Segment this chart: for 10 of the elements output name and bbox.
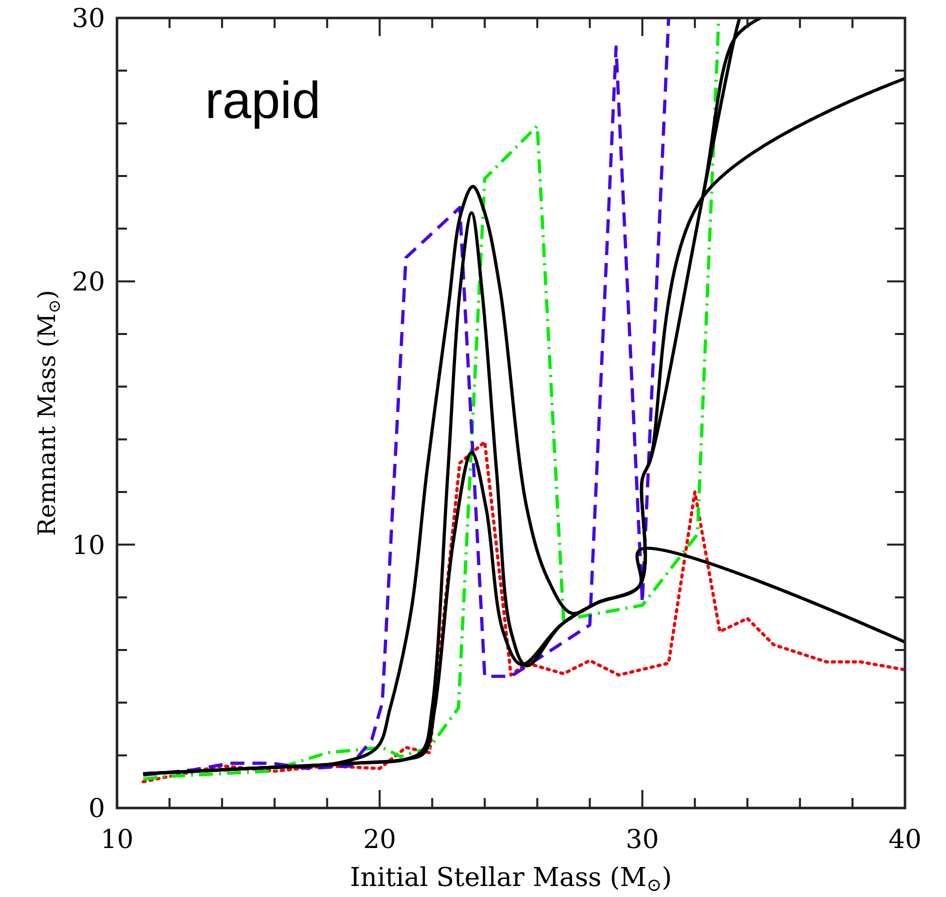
x-tick-label: 40 xyxy=(888,825,922,855)
y-tick-label: 30 xyxy=(72,4,105,34)
x-tick-label: 10 xyxy=(100,825,134,855)
x-tick-label: 30 xyxy=(626,825,659,855)
y-tick-label: 20 xyxy=(72,267,105,298)
x-axis-title: Initial Stellar Mass (M$_{⊙}$) xyxy=(350,863,672,896)
annotation: rapid xyxy=(205,72,321,130)
y-tick-label: 0 xyxy=(88,794,105,824)
y-tick-label: 10 xyxy=(72,530,105,561)
x-tick-label: 20 xyxy=(363,825,396,855)
